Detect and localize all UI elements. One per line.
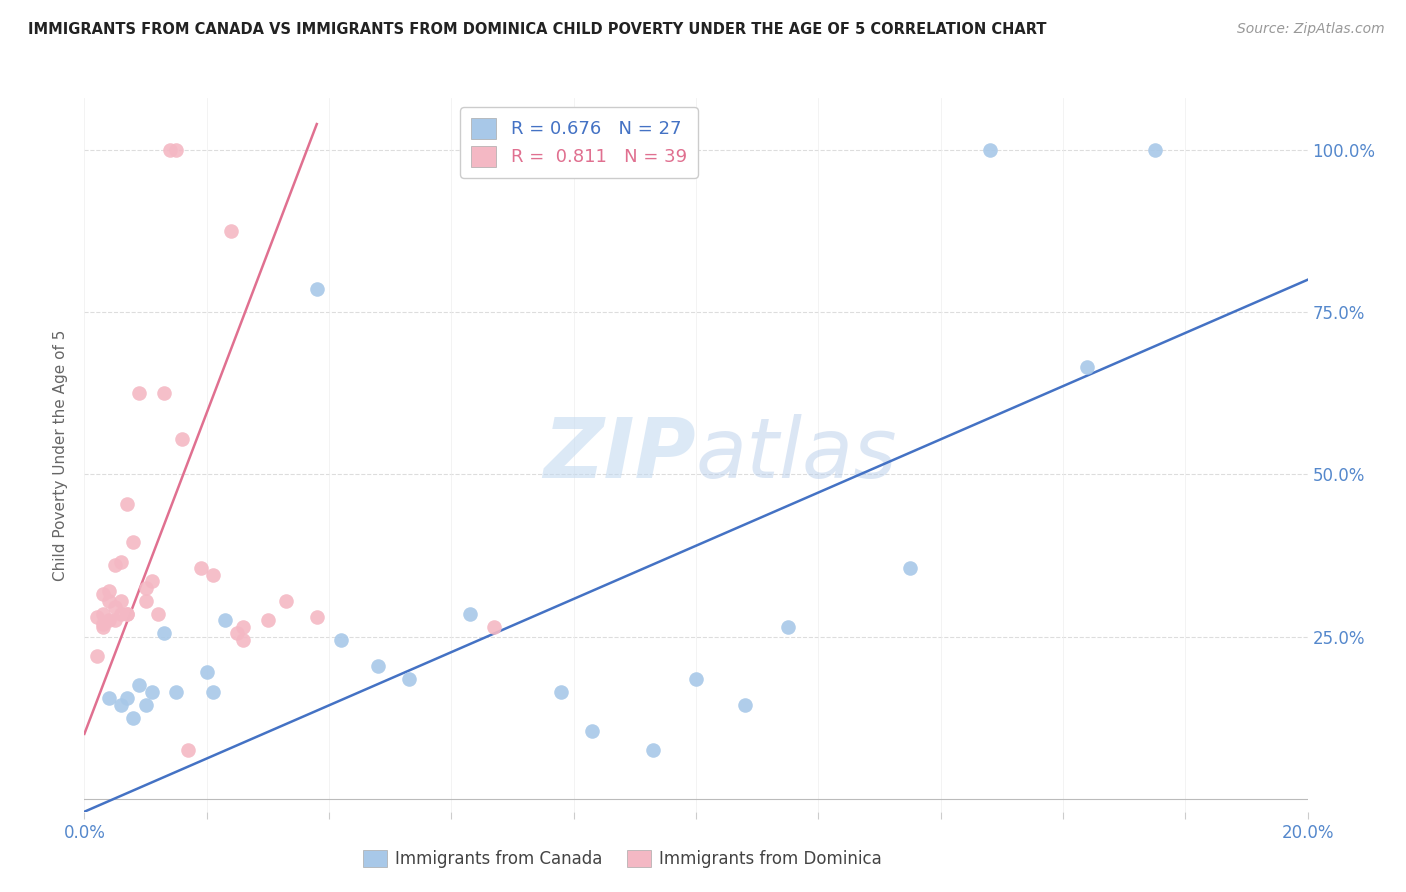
Point (104, 558, 127, 573)
Point (91, 587, 114, 601)
Point (159, 143, 181, 157)
Point (110, 607, 132, 621)
Point (97, 594, 120, 608)
Point (110, 594, 132, 608)
Point (104, 613, 127, 627)
Point (128, 386, 150, 401)
Point (135, 581, 157, 595)
Point (305, 610, 328, 624)
Point (91, 607, 114, 621)
Point (115, 691, 138, 706)
Point (172, 432, 194, 446)
Point (276, 594, 298, 608)
Point (86, 648, 108, 663)
Point (97, 613, 120, 627)
Point (177, 743, 200, 757)
Point (128, 678, 150, 692)
Point (195, 665, 218, 680)
Legend: Immigrants from Canada, Immigrants from Dominica: Immigrants from Canada, Immigrants from … (357, 843, 889, 875)
Point (219, 224, 242, 238)
Point (97, 584, 120, 599)
Point (367, 658, 389, 673)
Point (115, 607, 138, 621)
Point (898, 561, 921, 575)
Point (115, 497, 138, 511)
Point (201, 568, 224, 582)
Point (122, 711, 145, 725)
Point (398, 672, 420, 686)
Point (135, 698, 157, 712)
Point (734, 698, 756, 712)
Point (141, 574, 163, 589)
Point (776, 620, 799, 634)
Point (91, 620, 114, 634)
Point (550, 684, 572, 698)
Point (979, 143, 1001, 157)
Point (257, 613, 280, 627)
Point (581, 723, 603, 738)
Point (153, 626, 176, 640)
Point (110, 698, 132, 712)
Point (685, 672, 707, 686)
Point (146, 607, 169, 621)
Text: Source: ZipAtlas.com: Source: ZipAtlas.com (1237, 22, 1385, 37)
Point (86, 610, 108, 624)
Y-axis label: Child Poverty Under the Age of 5: Child Poverty Under the Age of 5 (53, 329, 69, 581)
Point (232, 632, 254, 647)
Point (122, 535, 145, 549)
Point (190, 561, 212, 575)
Point (110, 555, 132, 569)
Text: IMMIGRANTS FROM CANADA VS IMMIGRANTS FROM DOMINICA CHILD POVERTY UNDER THE AGE O: IMMIGRANTS FROM CANADA VS IMMIGRANTS FRO… (28, 22, 1046, 37)
Point (165, 143, 187, 157)
Point (232, 620, 254, 634)
Point (141, 684, 163, 698)
Point (135, 594, 157, 608)
Point (458, 607, 481, 621)
Point (115, 607, 138, 621)
Point (201, 684, 224, 698)
Text: ZIP: ZIP (543, 415, 696, 495)
Point (1076, 360, 1098, 375)
Point (165, 684, 187, 698)
Point (643, 743, 665, 757)
Point (153, 386, 176, 401)
Point (214, 613, 236, 627)
Point (482, 620, 505, 634)
Point (330, 632, 353, 647)
Point (104, 600, 127, 615)
Text: atlas: atlas (696, 415, 897, 495)
Point (226, 626, 249, 640)
Point (1143, 143, 1166, 157)
Point (305, 283, 328, 297)
Point (91, 616, 114, 631)
Point (97, 691, 120, 706)
